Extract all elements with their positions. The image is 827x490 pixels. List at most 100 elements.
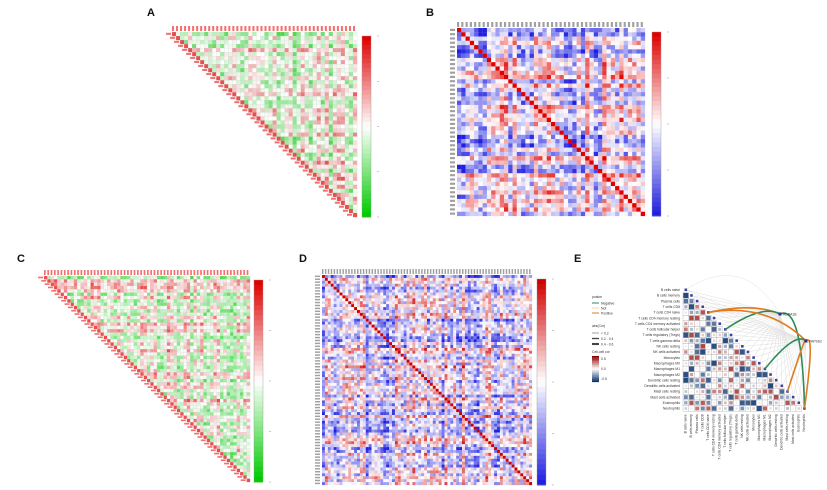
heatmap-cell xyxy=(352,88,358,93)
heatmap-cell xyxy=(508,28,513,33)
heatmap-cell xyxy=(344,140,350,145)
heatmap-cell xyxy=(292,108,297,113)
heatmap-cell xyxy=(580,198,586,204)
heatmap-cell xyxy=(196,402,201,406)
heatmap-cell xyxy=(572,203,577,208)
heatmap-cell xyxy=(171,31,177,37)
heatmap-cell xyxy=(206,372,211,376)
heatmap-cell xyxy=(461,173,466,178)
heatmap-cell xyxy=(465,181,470,187)
heatmap-cell xyxy=(280,64,285,69)
heatmap-cell xyxy=(559,143,564,148)
heatmap-cell xyxy=(482,207,488,212)
heatmap-cell xyxy=(332,56,338,61)
heatmap-cell xyxy=(568,109,573,114)
heatmap-cell xyxy=(276,88,281,93)
colorbar-A xyxy=(361,35,379,218)
heatmap-cell xyxy=(593,126,599,131)
heatmap-cell xyxy=(516,36,522,41)
heatmap-cell xyxy=(585,87,590,93)
heatmap-cell xyxy=(521,28,526,33)
heatmap-cell xyxy=(100,319,104,323)
heatmap-cell xyxy=(193,295,198,300)
heatmap-cell xyxy=(156,305,161,310)
heatmap-cell xyxy=(585,203,590,208)
heatmap-cell xyxy=(593,207,599,212)
heatmap-cell xyxy=(499,194,505,200)
heatmap-cell xyxy=(512,198,517,204)
heatmap-cell xyxy=(296,144,301,149)
heatmap-cell xyxy=(223,319,227,323)
heatmap-cell xyxy=(632,126,637,131)
heatmap-cell xyxy=(223,372,227,376)
panel-label-d: D xyxy=(299,253,307,265)
heatmap-cell xyxy=(140,358,144,363)
heatmap-cell xyxy=(304,39,309,45)
heatmap-cell xyxy=(300,56,305,61)
heatmap-cell xyxy=(280,84,285,89)
heatmap-cell xyxy=(598,198,603,204)
heatmap-cell xyxy=(160,375,164,380)
heatmap-cell xyxy=(640,49,646,54)
heatmap-cell xyxy=(619,160,624,165)
heatmap-cell xyxy=(276,68,281,73)
heatmap-cell xyxy=(589,53,594,59)
heatmap-cell xyxy=(324,160,330,165)
heatmap-cell xyxy=(632,32,637,37)
heatmap-cell xyxy=(276,31,281,37)
heatmap-cell xyxy=(632,194,637,200)
heatmap-cell xyxy=(232,43,237,49)
heatmap-cell xyxy=(474,70,479,76)
heatmap-cell xyxy=(136,349,141,353)
heatmap-cell xyxy=(140,295,144,300)
heatmap-cell xyxy=(559,100,564,106)
heatmap-cell xyxy=(598,139,603,144)
column-label xyxy=(610,22,613,27)
heatmap-cell xyxy=(156,292,161,297)
heatmap-cell xyxy=(324,176,330,181)
column-label xyxy=(482,22,485,27)
heatmap-cell xyxy=(495,53,500,59)
heatmap-cell xyxy=(203,305,207,310)
heatmap-cell xyxy=(113,322,118,327)
heatmap-cell xyxy=(150,275,154,280)
heatmap-cell xyxy=(248,100,253,105)
heatmap-cell xyxy=(233,395,237,400)
heatmap-cell xyxy=(180,315,184,320)
heatmap-cell xyxy=(226,382,231,386)
heatmap-cell xyxy=(308,160,313,165)
heatmap-cell xyxy=(344,160,350,165)
heatmap-cell xyxy=(516,45,522,50)
heatmap-cell xyxy=(320,96,326,101)
heatmap-cell xyxy=(598,203,603,208)
heatmap-cell xyxy=(228,64,233,69)
heatmap-cell xyxy=(559,198,564,204)
heatmap-cell xyxy=(260,112,265,117)
heatmap-cell xyxy=(593,198,599,204)
heatmap-cell xyxy=(80,295,85,300)
heatmap-cell xyxy=(203,312,207,317)
row-label xyxy=(450,182,455,185)
heatmap-cell xyxy=(555,53,560,59)
heatmap-cell xyxy=(533,66,539,71)
heatmap-cell xyxy=(284,43,289,49)
heatmap-cell xyxy=(332,80,338,85)
heatmap-cell xyxy=(153,309,158,313)
heatmap-cell xyxy=(478,126,483,131)
heatmap-cell xyxy=(176,285,181,290)
heatmap-cell xyxy=(525,53,530,59)
heatmap-cell xyxy=(538,147,543,153)
heatmap-cell xyxy=(508,117,513,123)
heatmap-cell xyxy=(568,194,573,200)
heatmap-cell xyxy=(103,292,108,297)
heatmap-cell xyxy=(525,70,530,76)
heatmap-cell xyxy=(632,62,637,67)
heatmap-cell xyxy=(292,92,297,97)
heatmap-cell xyxy=(348,180,354,186)
heatmap-cell xyxy=(284,60,289,65)
heatmap-cell xyxy=(529,49,535,54)
heatmap-cell xyxy=(292,80,297,85)
heatmap-cell xyxy=(328,108,334,113)
heatmap-cell xyxy=(585,156,590,161)
heatmap-cell xyxy=(576,57,582,63)
